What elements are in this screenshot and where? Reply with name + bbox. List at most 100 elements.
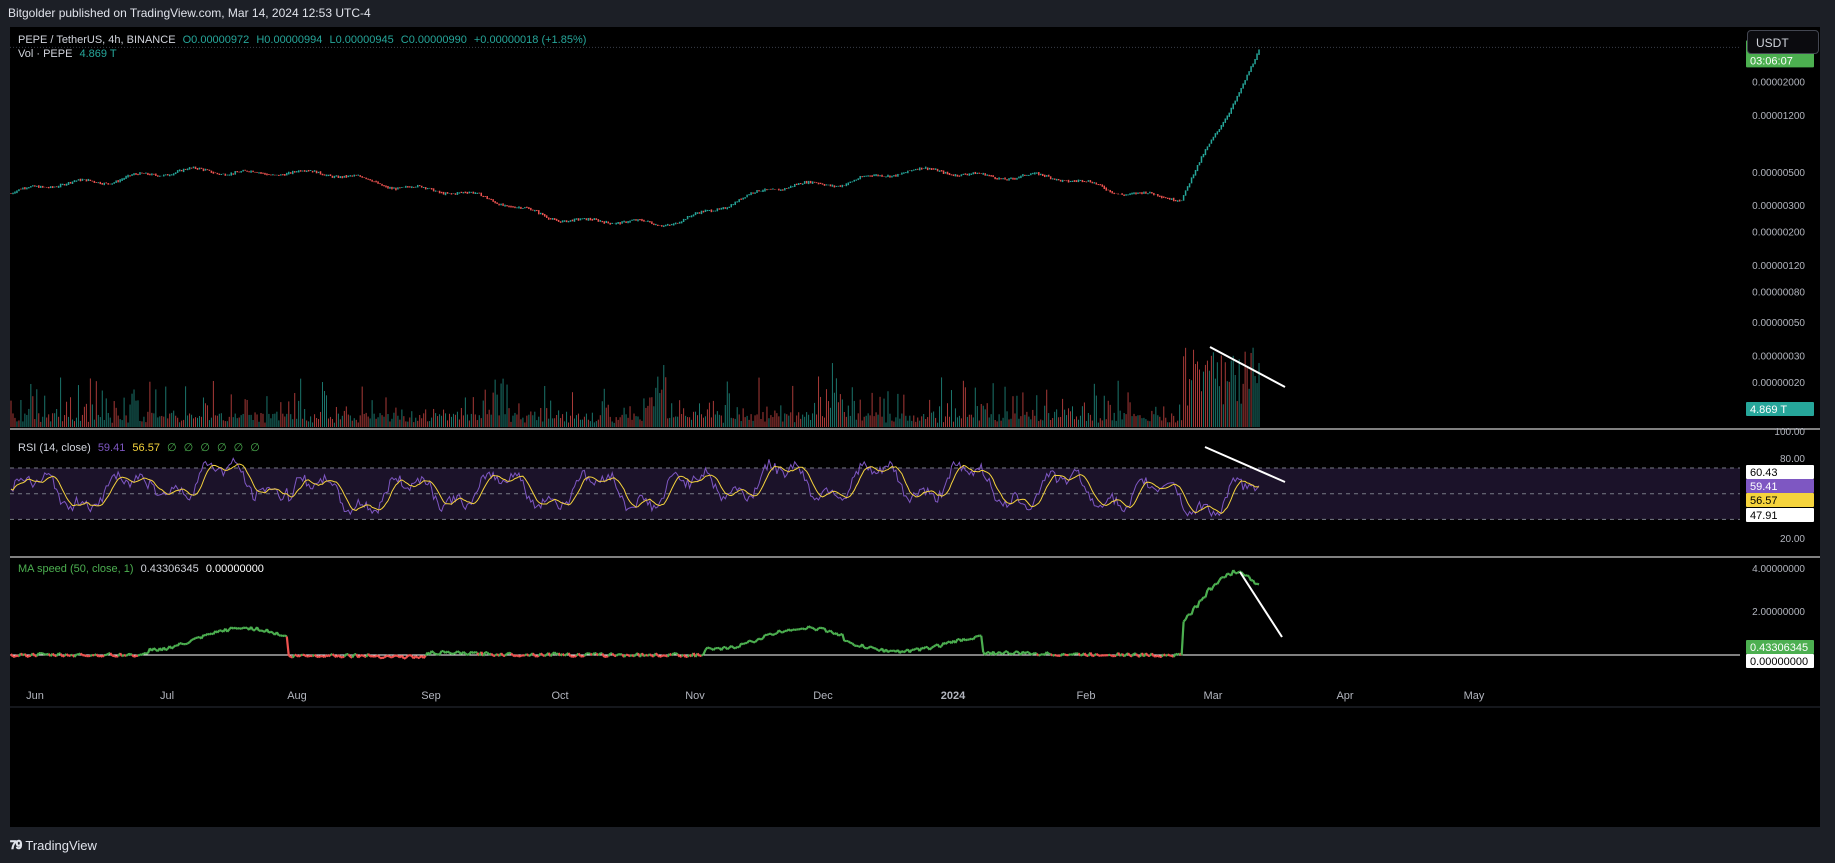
price-axis-label: 0.00000080	[1752, 287, 1805, 298]
ma-speed-segment	[700, 653, 705, 657]
symbol-line[interactable]: PEPE / TetherUS, 4h, BINANCE	[18, 34, 176, 46]
chart-frame[interactable]: 0.000030000.000020000.000012000.00000500…	[10, 27, 1820, 827]
ma-speed-segment	[1210, 585, 1215, 591]
ma-speed-segment	[813, 628, 818, 632]
ma-speed-segment	[1054, 653, 1057, 657]
ma-speed-segment	[1052, 653, 1056, 657]
ma-speed-segment	[740, 642, 744, 646]
ma-speed-segment	[1236, 570, 1240, 575]
ma-speed-segment	[736, 645, 740, 649]
ma-speed-segment	[514, 654, 518, 658]
rsi-badge-value: 59.41	[1750, 481, 1778, 493]
chart-svg: 0.000030000.000020000.000012000.00000500…	[10, 40, 1820, 708]
ma-speed-segment	[275, 631, 280, 637]
ma-speed-segment	[442, 650, 447, 654]
ma-speed-segment	[669, 652, 673, 657]
ma-speed-segment	[99, 654, 103, 658]
ma-speed-segment	[921, 646, 925, 650]
ma-speed-segment	[341, 655, 345, 659]
ma-speed-segment	[31, 652, 36, 657]
ma-speed-segment	[526, 653, 530, 657]
volume-legend[interactable]: Vol · PEPE 4.869 T	[18, 48, 121, 60]
ma-speed-segment	[750, 640, 754, 644]
ma-speed-segment	[1028, 651, 1032, 656]
ma-speed-segment	[676, 653, 681, 658]
ma-speed-trendline	[1239, 571, 1283, 638]
ma-speed-segment	[512, 654, 516, 658]
ma-speed-segment	[321, 655, 326, 659]
ma-speed-segment	[359, 654, 363, 657]
ma-speed-segment	[867, 645, 871, 650]
price-legend[interactable]: PEPE / TetherUS, 4h, BINANCE O0.00000972…	[18, 34, 590, 46]
ma-speed-segment	[186, 641, 191, 645]
ma-speed-segment	[815, 627, 820, 632]
ma-speed-segment	[488, 652, 492, 656]
ma-speed-segment	[1187, 613, 1190, 617]
ma-speed-segment	[206, 632, 210, 636]
ma-speed-segment	[105, 652, 109, 656]
rsi-legend[interactable]: RSI (14, close) 59.41 56.57 ∅ ∅ ∅ ∅ ∅ ∅	[18, 441, 264, 454]
footer-brand[interactable]: 𝟕𝟗 TradingView	[10, 838, 97, 853]
ma-speed-segment	[841, 633, 846, 642]
ma-speed-segment	[377, 654, 381, 659]
ma-speed-segment	[1079, 653, 1083, 657]
ma-speed-segment	[42, 652, 46, 656]
ma-speed-segment	[500, 652, 504, 657]
ma-speed-segment	[1012, 651, 1016, 656]
ma-speed-segment	[55, 652, 60, 657]
ma-speed-segment	[980, 635, 985, 653]
rsi-badge-upper: 60.43	[1750, 467, 1778, 479]
ma-speed-segment	[285, 636, 290, 656]
ma-speed-segment	[623, 653, 627, 658]
ma-speed-segment	[93, 653, 97, 657]
empty-symbol-2: ∅	[183, 442, 194, 454]
ma-speed-segment	[996, 651, 1000, 655]
ma-speed-segment	[928, 647, 933, 651]
publisher-line: Bitgolder published on TradingView.com, …	[8, 6, 371, 20]
ma-speed-segment	[607, 652, 612, 657]
ma-speed-segment	[922, 646, 927, 650]
ma-speed-segment	[84, 654, 87, 658]
ma-speed-segment	[942, 641, 947, 645]
ma-speed-segment	[1059, 653, 1064, 657]
ma-speed-segment	[504, 652, 508, 657]
ma-speed-segment	[807, 625, 812, 629]
currency-button[interactable]: USDT	[1747, 30, 1819, 54]
ma-speed-segment	[1163, 653, 1167, 657]
ma-speed-segment	[742, 642, 746, 646]
ma-speed-segment	[466, 653, 470, 656]
ma-speed-segment	[770, 632, 774, 637]
ma-speed-segment	[1224, 573, 1229, 578]
ma-speed-segment	[899, 650, 903, 654]
ma-speed-segment	[470, 650, 475, 655]
ma-speed-segment	[1184, 614, 1189, 620]
ma-speed-segment	[270, 630, 274, 634]
ma-speed-segment	[657, 654, 661, 658]
ma-speed-segment	[62, 654, 65, 658]
ma-speed-segment	[193, 637, 197, 641]
ma-speed-segment	[925, 645, 929, 649]
ma-speed-segment	[947, 640, 950, 644]
ma-speed-segment	[347, 653, 352, 658]
ma-speed-segment	[629, 653, 633, 658]
ma-speed-segment	[1226, 572, 1230, 576]
ma-speed-segment	[65, 653, 70, 657]
ma-speed-segment	[397, 655, 401, 659]
ma-speed-segment	[1196, 600, 1201, 609]
rsi-badge-lower-bg	[1746, 508, 1814, 522]
time-axis-label: Jul	[160, 690, 174, 702]
ma-speed-segment	[1038, 653, 1042, 657]
rsi-axis-20: 20.00	[1780, 534, 1805, 545]
ma-speed-segment	[944, 641, 949, 645]
ma-speed-segment	[20, 652, 24, 657]
ma-speed-segment	[16, 654, 20, 658]
ma-speed-legend[interactable]: MA speed (50, close, 1) 0.43306345 0.000…	[18, 563, 268, 575]
ma-speed-segment	[508, 651, 512, 655]
ma-speed-segment	[720, 646, 725, 651]
time-axis-label: Apr	[1336, 690, 1353, 702]
ma-speed-segment	[170, 646, 175, 650]
ma-speed-segment	[1125, 652, 1129, 656]
ma-speed-segment	[811, 626, 816, 631]
ma-speed-segment	[1177, 652, 1181, 656]
ma-speed-segment	[643, 653, 647, 658]
